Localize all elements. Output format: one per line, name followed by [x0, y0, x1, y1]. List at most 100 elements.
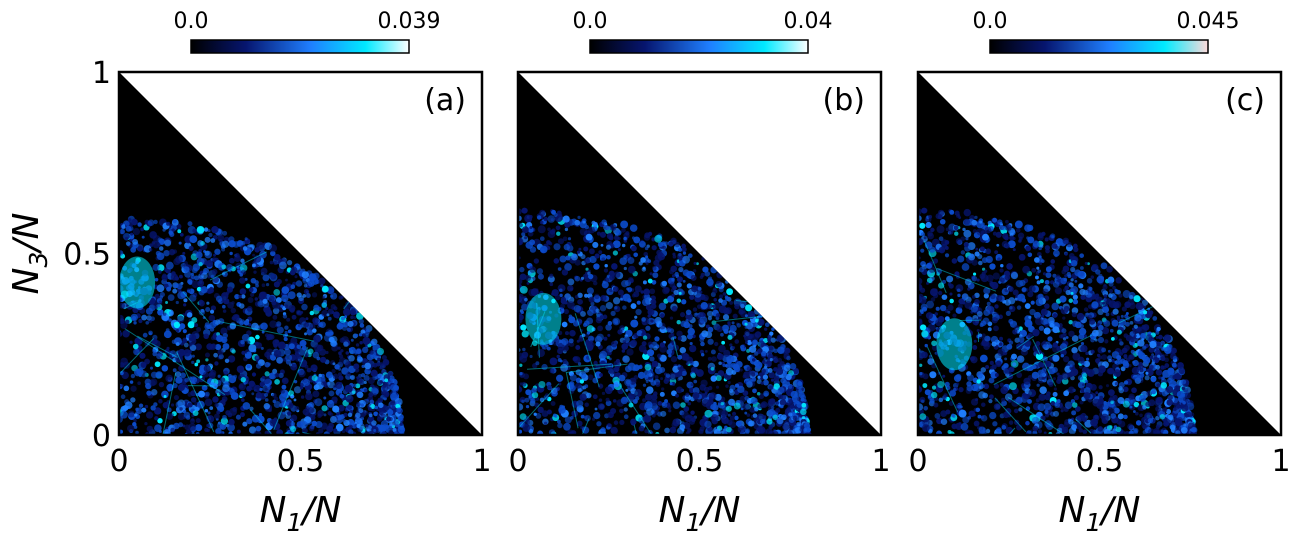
heatmap-cell [209, 287, 213, 291]
heatmap-cell [389, 417, 393, 421]
heatmap-cell [568, 237, 571, 240]
heatmap-cell [958, 304, 963, 309]
heatmap-cell [519, 267, 524, 272]
heatmap-cell [1090, 384, 1097, 391]
heatmap-cell [1038, 362, 1044, 368]
heatmap-cell [945, 409, 950, 414]
heatmap-cell [340, 394, 345, 399]
heatmap-cell [139, 353, 145, 359]
heatmap-cell [394, 420, 399, 425]
heatmap-cell [776, 368, 783, 375]
heatmap-cell [259, 324, 264, 329]
heatmap-cell [618, 289, 624, 295]
heatmap-cell [196, 418, 201, 423]
heatmap-cell [600, 305, 606, 311]
heatmap-cell [286, 359, 291, 364]
heatmap-cell [288, 291, 296, 299]
heatmap-cell [215, 319, 221, 325]
heatmap-cell [693, 307, 697, 311]
heatmap-cell [130, 233, 133, 236]
heatmap-cell [373, 363, 378, 368]
heatmap-cell [704, 297, 708, 301]
heatmap-cell [776, 401, 779, 404]
heatmap-cell [1035, 275, 1039, 279]
heatmap-cell [1025, 421, 1029, 425]
heatmap-cell [958, 387, 963, 392]
heatmap-cell [1053, 313, 1057, 317]
heatmap-cell [312, 317, 319, 324]
heatmap-cell [1135, 412, 1139, 416]
heatmap-cell [589, 297, 595, 303]
heatmap-cell [261, 291, 267, 297]
heatmap-cell [174, 395, 179, 400]
heatmap-cell [755, 362, 762, 369]
heatmap-cell [400, 422, 403, 425]
heatmap-cell [142, 236, 145, 239]
heatmap-cell [526, 405, 529, 408]
heatmap-cell [718, 298, 723, 303]
heatmap-cell [593, 263, 599, 269]
heatmap-cell [664, 287, 670, 293]
heatmap-cell [784, 365, 791, 372]
heatmap-cell [594, 361, 598, 365]
heatmap-cell [168, 318, 172, 322]
heatmap-cell [192, 229, 196, 233]
heatmap-cell [1068, 386, 1075, 393]
heatmap-cell [556, 375, 563, 382]
heatmap-cell [321, 405, 327, 411]
heatmap-cell [1156, 369, 1163, 376]
heatmap-cell [382, 385, 388, 391]
heatmap-cell [369, 414, 373, 418]
heatmap-cell [727, 321, 730, 324]
heatmap-cell [1027, 291, 1033, 297]
heatmap-cell [273, 400, 276, 403]
heatmap-cell [989, 263, 995, 269]
heatmap-cell [676, 386, 683, 393]
heatmap-cell [1053, 281, 1059, 287]
heatmap-cell [262, 283, 266, 287]
heatmap-cell [1150, 365, 1154, 369]
heatmap-cell [1004, 357, 1007, 360]
heatmap-cell [709, 392, 717, 400]
heatmap-cell [964, 209, 971, 216]
heatmap-cell [241, 398, 245, 402]
heatmap-cell [648, 279, 653, 284]
heatmap-cell [282, 385, 287, 390]
heatmap-cell [164, 330, 172, 338]
heatmap-cell [285, 401, 289, 405]
heatmap-cell [1057, 241, 1061, 245]
heatmap-cell [214, 361, 218, 365]
heatmap-cell [773, 349, 778, 354]
heatmap-cell [1177, 417, 1183, 423]
heatmap-cell [287, 260, 292, 265]
heatmap-cell [649, 288, 655, 294]
y-tick-label: 0 [92, 419, 111, 454]
heatmap-cell [682, 353, 689, 360]
heatmap-cell [212, 269, 218, 275]
heatmap-cell [1061, 269, 1066, 274]
heatmap-cell [194, 363, 198, 367]
heatmap-cell [949, 299, 953, 303]
heatmap-cell [725, 295, 729, 299]
heatmap-cell [1005, 244, 1010, 249]
heatmap-cell [159, 246, 164, 251]
heatmap-cell [928, 324, 936, 332]
heatmap-cell [328, 411, 332, 415]
heatmap-cell [345, 385, 353, 393]
heatmap-cell [796, 402, 802, 408]
heatmap-cell [527, 282, 530, 285]
heatmap-cell [262, 376, 265, 379]
heatmap-cell [274, 281, 280, 287]
heatmap-cell [269, 298, 272, 301]
heatmap-cell [530, 355, 533, 358]
heatmap-cell [1098, 385, 1102, 389]
heatmap-cell [958, 422, 961, 425]
heatmap-cell [1025, 303, 1031, 309]
heatmap-cell [344, 315, 347, 318]
heatmap-cell [919, 223, 925, 229]
heatmap-cell [758, 320, 761, 323]
heatmap-cell [691, 275, 697, 281]
heatmap-cell [977, 311, 983, 317]
heatmap-cell [247, 306, 253, 312]
heatmap-cell [616, 230, 622, 236]
